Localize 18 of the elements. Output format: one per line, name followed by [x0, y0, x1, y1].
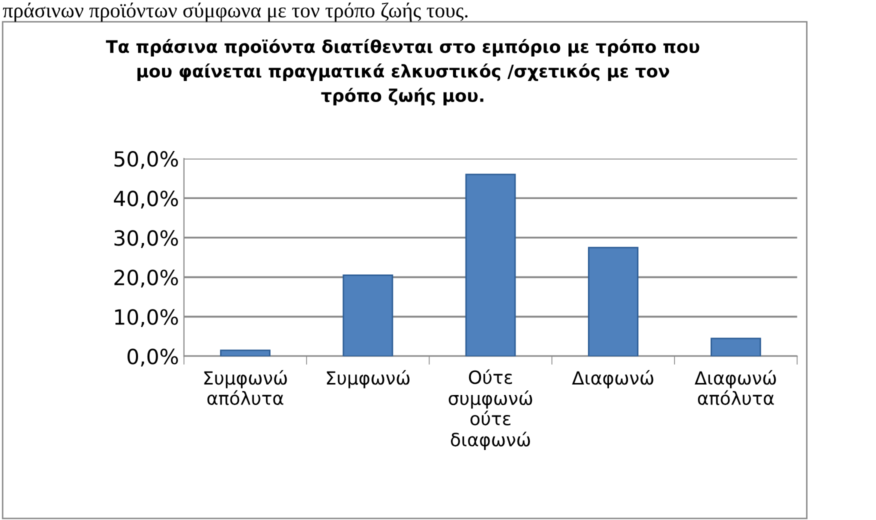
- bar: [710, 338, 762, 356]
- bar: [342, 274, 394, 356]
- bar: [465, 174, 516, 356]
- x-tick-label: Ούτε συμφωνώ ούτε διαφωνώ: [448, 369, 532, 450]
- y-tick-label: 40,0%: [114, 190, 178, 208]
- x-tick-label: Διαφωνώ: [572, 370, 654, 388]
- bar: [588, 246, 638, 356]
- chart-title: Τα πράσινα προϊόντα διατίθενται στο εμπόριο με τρόπο που μου φαίνεται πραγματικά ελκυστικός /σχετικός με τον τρόπο ζωής μου.: [106, 39, 700, 106]
- y-tick-label: 0,0%: [128, 348, 178, 367]
- y-tick-label: 10,0%: [115, 309, 178, 328]
- y-tick-label: 20,0%: [114, 270, 178, 288]
- x-tick-label: Διαφωνώ απόλυτα: [694, 370, 776, 406]
- y-tick-label: 30,0%: [114, 230, 178, 248]
- y-tick-label: 50,0%: [114, 151, 178, 169]
- x-tick-label: Συμφωνώ: [326, 370, 410, 388]
- text: πράσινων προϊόντων σύμφωνα με τον τρόπο ζωής τους.: [2, 2, 468, 22]
- x-tick-label: Συμφωνώ απόλυτα: [204, 370, 287, 406]
- bar: [220, 350, 271, 356]
